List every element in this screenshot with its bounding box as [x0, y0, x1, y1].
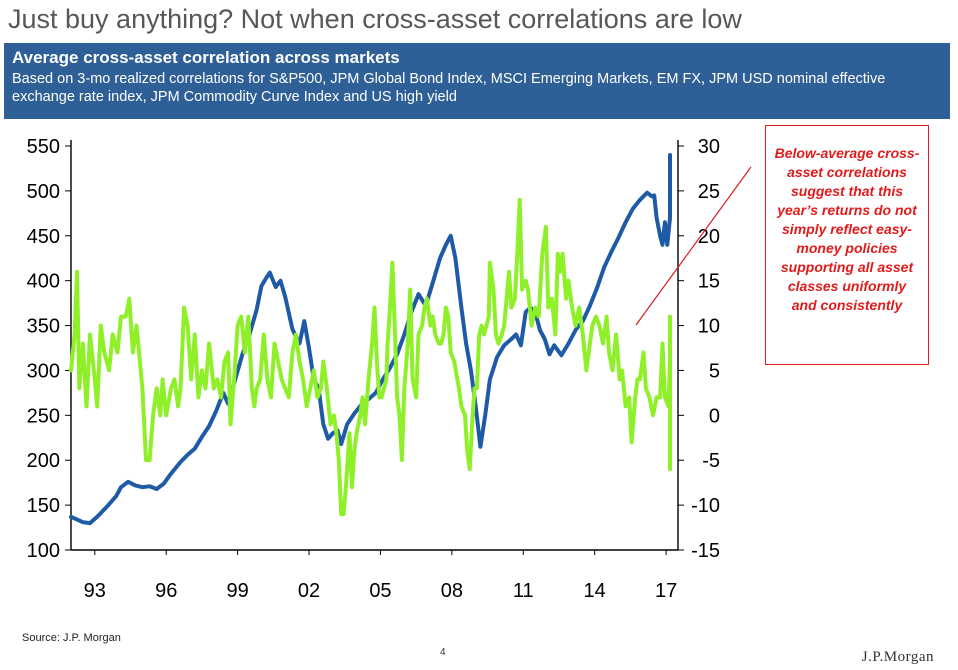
y-left-tick-label: 550 — [27, 136, 60, 158]
y-right-tick-label: -10 — [691, 495, 720, 517]
y-right-tick-label: 30 — [698, 136, 720, 158]
source-note: Source: J.P. Morgan — [22, 632, 121, 644]
y-left-tick-label: 300 — [27, 360, 60, 382]
annotation-callout: Below-average cross-asset correlations s… — [765, 125, 929, 365]
y-left-tick-label: 450 — [27, 226, 60, 248]
chart-series-group — [69, 153, 672, 526]
series-line-green — [69, 197, 672, 517]
x-tick-label: 02 — [298, 580, 320, 602]
x-tick-label: 05 — [369, 580, 391, 602]
y-right-tick-label: 5 — [709, 360, 720, 382]
y-right-tick-label: 15 — [698, 271, 720, 293]
x-tick-label: 99 — [227, 580, 249, 602]
y-left-tick-label: 350 — [27, 316, 60, 338]
y-right-tick-label: 10 — [698, 316, 720, 338]
page-number: 4 — [440, 647, 446, 658]
y-left-tick-label: 200 — [27, 450, 60, 472]
y-left-tick-label: 500 — [27, 181, 60, 203]
callout-pointer-line — [635, 166, 752, 326]
x-tick-label: 93 — [84, 580, 106, 602]
x-tick-label: 17 — [655, 580, 677, 602]
chart-axes: 100150200250300350400450500550-15-10-505… — [27, 136, 720, 602]
y-right-tick-label: -15 — [691, 540, 720, 562]
y-left-tick-label: 150 — [27, 495, 60, 517]
chart-subtitle: Based on 3-mo realized correlations for … — [12, 71, 886, 105]
x-tick-label: 14 — [584, 580, 606, 602]
jpmorgan-logo: J.P.Morgan — [861, 649, 934, 665]
y-right-tick-label: 20 — [698, 226, 720, 248]
x-tick-label: 96 — [155, 580, 177, 602]
chart-header-banner: Average cross-asset correlation across m… — [4, 43, 950, 119]
page-title: Just buy anything? Not when cross-asset … — [8, 4, 742, 34]
y-left-tick-label: 100 — [27, 540, 60, 562]
y-left-tick-label: 250 — [27, 405, 60, 427]
x-tick-label: 08 — [441, 580, 463, 602]
y-right-tick-label: -5 — [702, 450, 720, 472]
chart-title: Average cross-asset correlation across m… — [12, 48, 400, 67]
x-tick-label: 11 — [513, 580, 534, 602]
y-right-tick-label: 0 — [709, 405, 720, 427]
y-right-tick-label: 25 — [698, 181, 720, 203]
correlation-chart: 100150200250300350400450500550-15-10-505… — [27, 136, 752, 602]
y-left-tick-label: 400 — [27, 271, 60, 293]
